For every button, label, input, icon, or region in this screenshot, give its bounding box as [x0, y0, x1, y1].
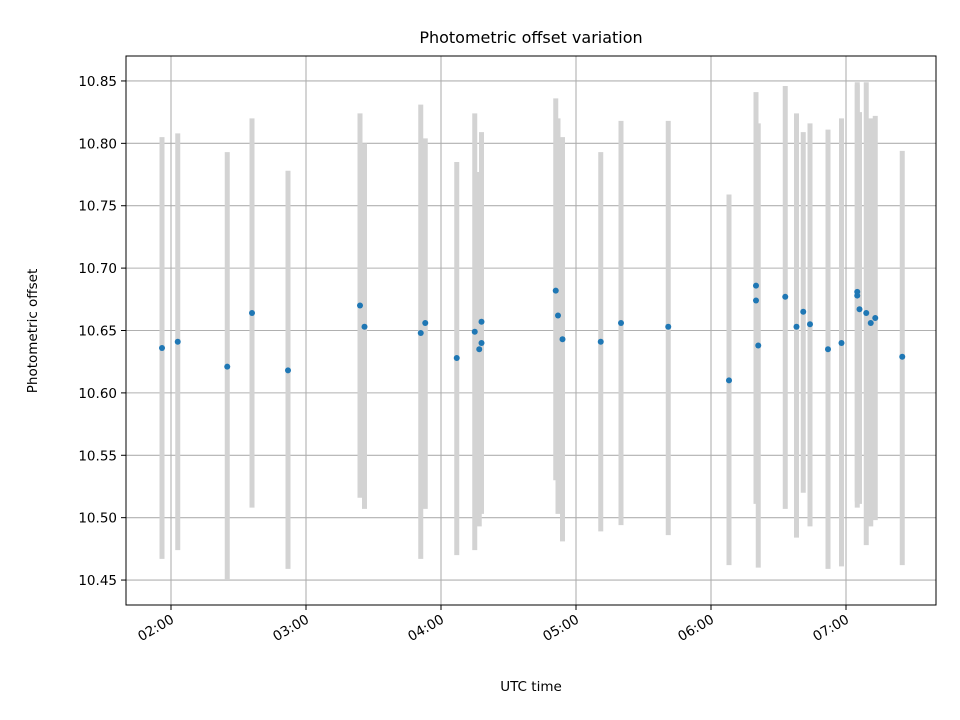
x-axis-label: UTC time — [500, 679, 562, 695]
data-point — [478, 318, 485, 325]
data-point — [856, 306, 863, 313]
y-tick-label: 10.80 — [78, 136, 117, 152]
y-tick-label: 10.45 — [78, 573, 117, 589]
data-point — [825, 346, 831, 353]
data-point — [417, 329, 424, 336]
y-tick-label: 10.65 — [78, 324, 117, 340]
data-point — [753, 282, 759, 289]
data-point — [559, 336, 566, 343]
data-point — [807, 321, 813, 328]
y-tick-label: 10.85 — [78, 74, 117, 90]
y-tick-label: 10.50 — [78, 511, 117, 527]
data-point — [597, 338, 604, 345]
data-point — [793, 323, 800, 330]
y-tick-label: 10.75 — [78, 199, 117, 215]
data-point — [159, 344, 165, 351]
data-point — [867, 320, 874, 327]
data-point — [726, 377, 732, 384]
data-point — [285, 367, 291, 374]
data-point — [249, 310, 255, 317]
data-point — [872, 315, 879, 322]
chart-title: Photometric offset variation — [419, 28, 642, 47]
data-point — [478, 339, 485, 346]
data-point — [453, 354, 460, 361]
data-point — [755, 342, 762, 349]
y-tick-label: 10.70 — [78, 261, 117, 277]
data-point — [782, 293, 789, 300]
data-point — [471, 328, 478, 335]
data-point — [552, 287, 559, 294]
y-tick-label: 10.60 — [78, 386, 117, 402]
data-point — [422, 320, 429, 327]
data-point — [555, 312, 561, 319]
data-point — [899, 353, 906, 360]
y-axis-label: Photometric offset — [25, 269, 41, 393]
data-point — [476, 346, 483, 353]
data-point — [800, 308, 807, 315]
point-layer — [159, 282, 906, 384]
y-tick-label: 10.55 — [78, 448, 117, 464]
data-point — [753, 297, 759, 304]
data-point — [174, 338, 181, 345]
data-point — [224, 363, 231, 370]
data-point — [838, 339, 845, 346]
data-point — [854, 292, 861, 299]
data-point — [665, 323, 672, 330]
data-point — [361, 323, 368, 330]
data-point — [357, 302, 363, 309]
data-point — [618, 320, 624, 327]
data-point — [863, 310, 870, 317]
